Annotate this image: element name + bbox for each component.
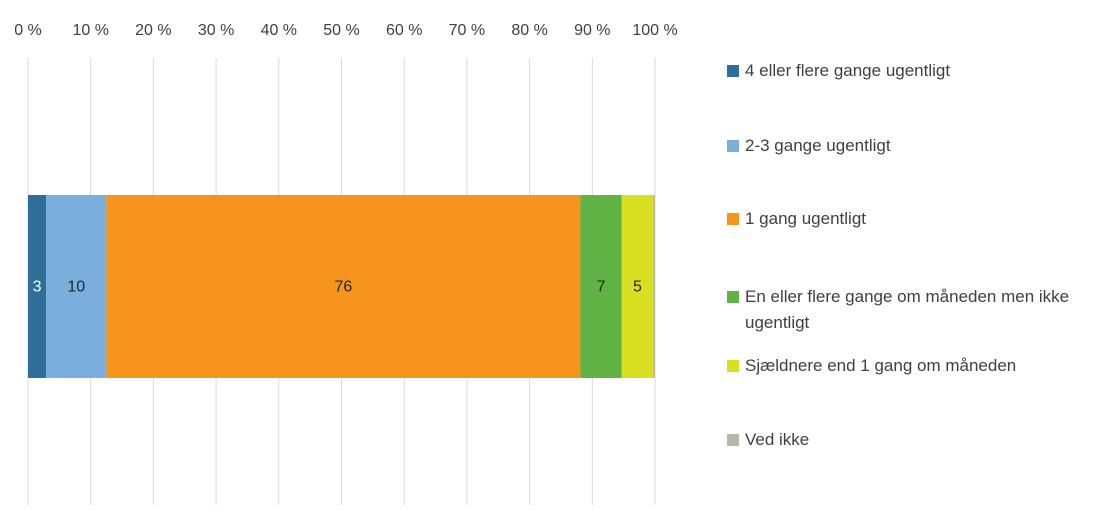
legend-label: En eller flere gange om måneden men ikke… [745,287,1070,332]
x-tick-label: 60 % [386,22,422,39]
legend-swatch [727,434,739,446]
data-label: 5 [633,279,642,296]
plot: 0 % 10 % 20 % 30 % 40 % 50 % 60 % 70 % 80 % 90 % 1… [14,22,678,505]
x-tick-label: 30 % [198,22,234,39]
legend-item: 4 eller flere gange ugentligt [727,58,1094,84]
data-label: 7 [597,279,606,296]
x-tick-label: 40 % [261,22,297,39]
bar-segment [46,195,107,378]
legend-item: 1 gang ugentligt [727,206,1094,232]
data-label: 10 [67,279,85,296]
x-tick-label: 20 % [135,22,171,39]
legend-swatch [727,360,739,372]
legend-swatch [727,140,739,152]
legend-swatch [727,65,739,77]
legend-label: 2-3 gange ugentligt [745,136,891,155]
x-tick-label: 70 % [449,22,485,39]
x-tick-label: 0 % [14,22,42,39]
legend-item: Sjældnere end 1 gang om måneden [727,353,1094,379]
data-label: 76 [334,279,352,296]
bar-segment [580,195,622,378]
legend-label: 1 gang ugentligt [745,209,866,228]
x-tick-label: 80 % [511,22,547,39]
legend-item: En eller flere gange om måneden men ikke… [727,284,1094,336]
legend-swatch [727,291,739,303]
legend-label: Sjældnere end 1 gang om måneden [745,356,1017,375]
legend-item: Ved ikke [727,427,1094,453]
legend-label: Ved ikke [745,430,810,449]
legend-swatch [727,213,739,225]
bar-segment [28,195,47,378]
bar-segment [106,195,581,378]
data-label: 3 [33,279,42,296]
bar-segment [621,195,654,378]
x-tick-label: 50 % [323,22,359,39]
x-tick-label: 10 % [72,22,108,39]
legend-label: 4 eller flere gange ugentligt [745,61,951,80]
legend-item: 2-3 gange ugentligt [727,133,1094,159]
bar-segment [653,195,655,378]
x-tick-label: 100 % [632,22,677,39]
x-tick-label: 90 % [574,22,610,39]
